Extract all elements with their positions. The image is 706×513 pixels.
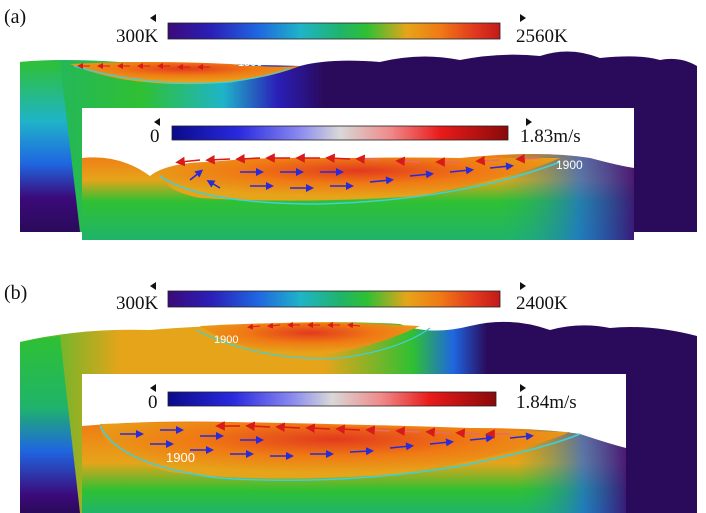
velocity-max-label: 1.84m/s <box>516 392 577 413</box>
velocity-colorbar-a <box>171 125 509 141</box>
inset-velocity-arrows-b <box>120 421 534 460</box>
colorbar-max-arrow-icon <box>526 118 532 126</box>
temp-min-label: 300K <box>116 293 159 314</box>
isotherm-1900-a <box>73 65 291 84</box>
temp-max-label: 2400K <box>516 293 568 314</box>
inset-velocity-arrows-a <box>175 153 541 192</box>
colorbar-min-arrow-icon <box>150 384 156 392</box>
temp-max-label: 2560K <box>516 26 568 47</box>
temperature-field-b <box>20 282 697 513</box>
contour-label: 1900 <box>238 57 263 69</box>
inset-contour-label: 1900 <box>166 450 195 465</box>
velocity-colorbar-b <box>167 391 497 407</box>
velocity-max-label: 1.83m/s <box>520 126 581 147</box>
panel-a: (a) <box>0 0 706 250</box>
velocity-min-label: 0 <box>150 126 160 147</box>
isotherm-1900-b <box>195 327 431 360</box>
temp-min-label: 300K <box>116 26 159 47</box>
temperature-colorbar-a <box>167 22 501 40</box>
melt-pool-b <box>200 323 420 356</box>
panel-label: (a) <box>4 6 27 28</box>
substrate-left-b <box>20 336 80 513</box>
inset-isotherm-1900-b <box>99 425 581 482</box>
inset-contour-label: 1900 <box>556 158 583 172</box>
inset-isotherm-1900-a <box>159 161 561 205</box>
velocity-min-label: 0 <box>148 392 158 413</box>
panel-b: (b) <box>0 258 706 513</box>
colorbar-max-arrow-icon <box>520 14 526 22</box>
colorbar-min-arrow-icon <box>150 14 156 22</box>
substrate-left-a <box>20 61 80 232</box>
velocity-arrows-top-a <box>77 63 210 70</box>
melt-pool-a <box>70 62 300 85</box>
temperature-field-a <box>20 14 697 240</box>
panel-label: (b) <box>4 282 28 304</box>
colorbar-max-arrow-icon <box>520 282 526 290</box>
colorbar-min-arrow-icon <box>150 282 156 290</box>
colorbar-max-arrow-icon <box>520 384 526 392</box>
velocity-arrows-top-b <box>247 322 361 330</box>
temperature-colorbar-b <box>167 290 501 308</box>
contour-label: 1900 <box>214 334 239 346</box>
colorbar-min-arrow-icon <box>154 118 160 126</box>
